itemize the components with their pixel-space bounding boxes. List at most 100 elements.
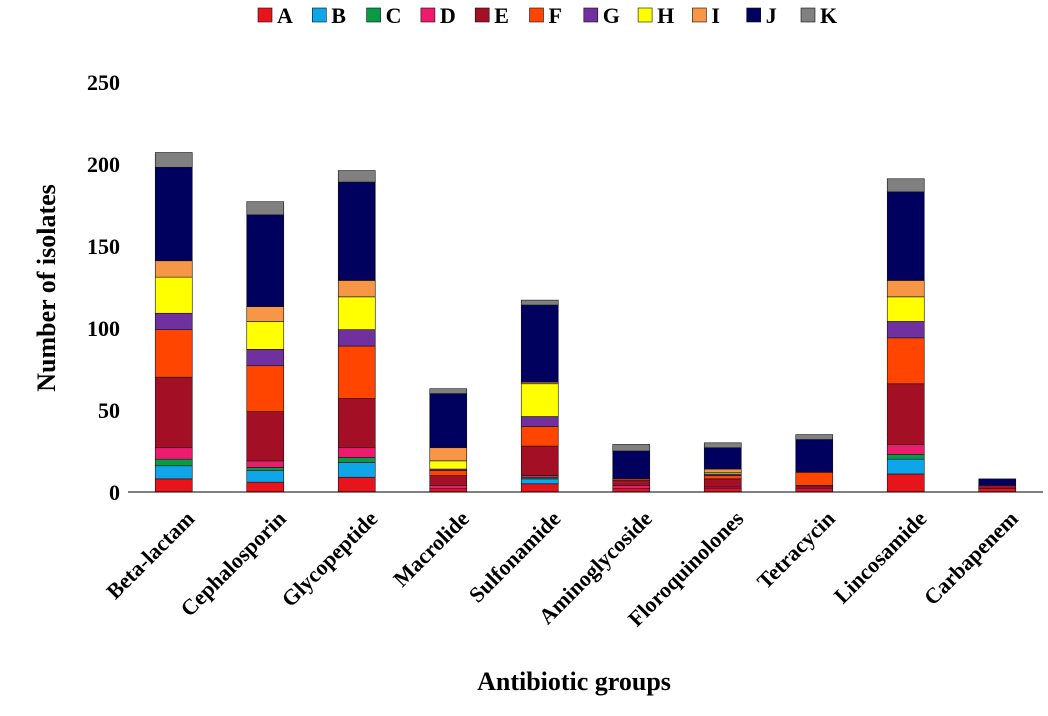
bar-segment-e bbox=[612, 480, 651, 486]
bar-segment-k bbox=[429, 388, 468, 394]
bar-stack bbox=[337, 170, 376, 493]
x-category-label: Macrolide bbox=[388, 506, 474, 592]
legend-label: E bbox=[494, 3, 509, 28]
bar-segment-h bbox=[429, 460, 468, 470]
bar-segment-g bbox=[886, 321, 925, 339]
bar-segment-d bbox=[886, 444, 925, 455]
legend-item: H bbox=[637, 3, 674, 28]
bar-segment-f bbox=[795, 472, 834, 486]
bar-segment-k bbox=[246, 201, 285, 216]
legend-item: C bbox=[366, 3, 402, 28]
bar-stack bbox=[520, 299, 559, 493]
legend-item: I bbox=[692, 3, 720, 28]
legend-swatch bbox=[637, 7, 653, 23]
bar-segment-k bbox=[703, 442, 742, 449]
bar-segment-k bbox=[795, 434, 834, 440]
bar-segment-j bbox=[978, 478, 1017, 486]
legend-swatch bbox=[746, 7, 762, 23]
bar-segment-e bbox=[886, 383, 925, 445]
bar-segment-j bbox=[520, 304, 559, 383]
legend-item: D bbox=[420, 3, 456, 28]
bar-segment-b bbox=[520, 478, 559, 485]
x-category-label: Sulfonamide bbox=[464, 506, 566, 608]
legend-label: C bbox=[386, 3, 402, 28]
y-axis-title: Number of isolates bbox=[32, 184, 61, 392]
legend-swatch bbox=[474, 7, 490, 23]
bar-segment-f bbox=[337, 345, 376, 399]
bar-segment-j bbox=[154, 166, 193, 262]
bar-stack bbox=[795, 434, 834, 493]
bar-segment-f bbox=[886, 337, 925, 385]
bar-segment-j bbox=[703, 447, 742, 470]
legend-swatch bbox=[529, 7, 544, 23]
bar-segment-d bbox=[337, 447, 376, 458]
legend-label: K bbox=[820, 3, 837, 28]
bar-segment-g bbox=[337, 329, 376, 347]
legend-swatch bbox=[800, 7, 816, 23]
bar-segment-b bbox=[886, 458, 925, 475]
bar-stack bbox=[429, 388, 468, 493]
bar-segment-e bbox=[246, 411, 285, 462]
legend-label: J bbox=[766, 3, 777, 28]
x-category-label: Tetracycin bbox=[752, 506, 840, 594]
y-tick-label: 200 bbox=[87, 152, 120, 177]
bar-segment-d bbox=[154, 447, 193, 460]
bar-segment-c bbox=[886, 453, 925, 460]
legend-swatch bbox=[420, 7, 436, 23]
bar-segment-k bbox=[337, 170, 376, 183]
legend-item: J bbox=[746, 3, 777, 28]
bar-segment-e bbox=[429, 475, 468, 486]
bar-segment-k bbox=[886, 178, 925, 193]
bar-segment-a bbox=[886, 473, 925, 493]
legend-swatch bbox=[311, 7, 327, 23]
x-category-label: Carbapenem bbox=[919, 506, 1023, 610]
legend-label: D bbox=[440, 3, 456, 28]
bar-segment-e bbox=[978, 485, 1017, 490]
bar-segment-i bbox=[703, 468, 742, 473]
bar-segment-d bbox=[612, 485, 651, 490]
bar-segment-c bbox=[246, 467, 285, 471]
x-axis-title: Antibiotic groups bbox=[477, 667, 671, 696]
bar-segment-i bbox=[886, 280, 925, 298]
bar-segment-g bbox=[246, 349, 285, 367]
legend-label: B bbox=[331, 3, 346, 28]
bar-segment-e bbox=[703, 478, 742, 488]
bar-stack bbox=[886, 178, 925, 493]
bar-segment-k bbox=[154, 152, 193, 168]
x-category-label: Beta-lactam bbox=[101, 506, 199, 604]
bar-segment-i bbox=[154, 260, 193, 278]
x-category-label: Glycopeptide bbox=[276, 506, 382, 612]
bar-segment-g bbox=[520, 416, 559, 427]
bar-segment-j bbox=[795, 439, 834, 473]
bar-segment-f bbox=[520, 426, 559, 447]
legend-label: I bbox=[711, 3, 720, 28]
bar-segment-j bbox=[337, 181, 376, 281]
bar-segment-b bbox=[246, 470, 285, 483]
y-tick-label: 0 bbox=[109, 480, 120, 505]
legend-item: F bbox=[529, 3, 562, 28]
bar-segment-h bbox=[246, 321, 285, 350]
bar-segment-k bbox=[520, 299, 559, 306]
y-tick-label: 150 bbox=[87, 234, 120, 259]
bar-segment-g bbox=[154, 312, 193, 330]
bars bbox=[154, 152, 1017, 493]
bar-segment-h bbox=[520, 383, 559, 417]
y-tick-label: 100 bbox=[87, 316, 120, 341]
x-category-label: Lincosamide bbox=[829, 506, 932, 609]
bar-segment-i bbox=[337, 280, 376, 298]
y-tick-label: 250 bbox=[87, 70, 120, 95]
bar-segment-a bbox=[520, 483, 559, 493]
bar-segment-j bbox=[246, 214, 285, 307]
bar-segment-h bbox=[154, 276, 193, 314]
bar-segment-b bbox=[337, 462, 376, 478]
bar-stack bbox=[246, 201, 285, 493]
legend-swatch bbox=[257, 7, 273, 23]
bar-segment-b bbox=[154, 465, 193, 480]
bar-segment-i bbox=[246, 306, 285, 322]
bar-segment-j bbox=[886, 191, 925, 281]
bar-stack bbox=[703, 442, 742, 493]
bar-segment-f bbox=[246, 365, 285, 412]
legend: A B C D E F G H I J K bbox=[257, 3, 837, 28]
bar-segment-j bbox=[612, 450, 651, 480]
